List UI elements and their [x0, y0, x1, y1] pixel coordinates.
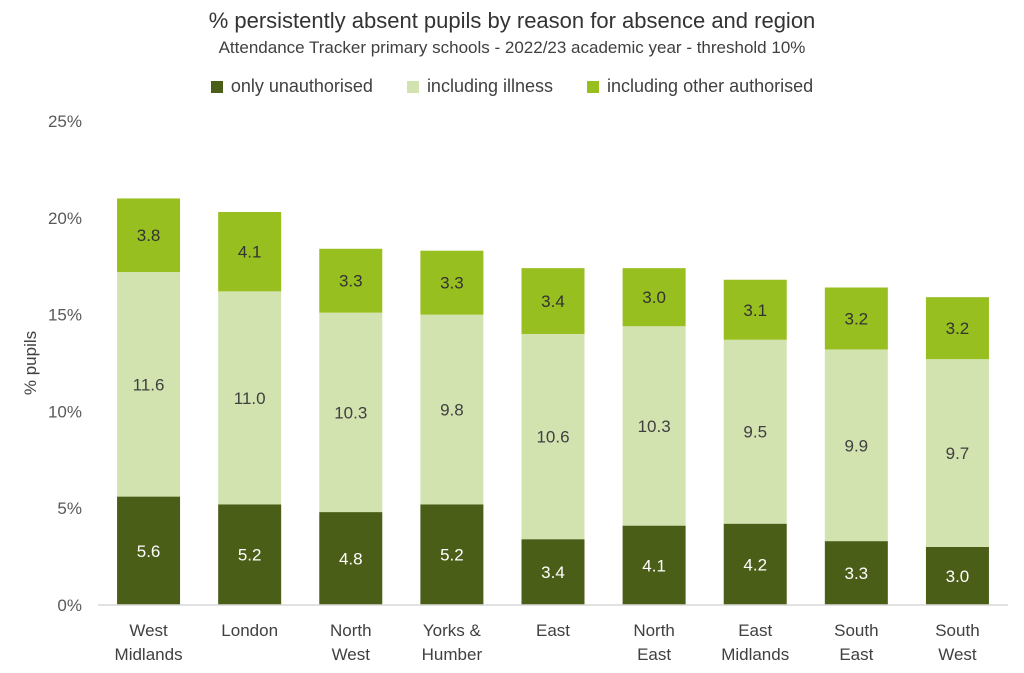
data-label: 3.0 — [642, 288, 666, 307]
x-tick-label: West — [332, 645, 371, 664]
bar-segment — [218, 504, 282, 605]
data-label: 9.8 — [440, 400, 464, 419]
bar-segment — [521, 539, 585, 605]
data-label: 5.6 — [137, 542, 161, 561]
chart-subtitle: Attendance Tracker primary schools - 202… — [218, 38, 806, 57]
bar-segment — [925, 359, 989, 547]
bar-segment — [723, 339, 787, 524]
data-label: 3.2 — [845, 309, 869, 328]
y-tick-label: 10% — [48, 402, 82, 421]
x-tick-label: London — [221, 621, 278, 640]
bar-segment — [723, 279, 787, 340]
data-label: 5.2 — [238, 546, 262, 565]
chart-legend: only unauthorised including illness incl… — [0, 76, 1024, 97]
x-tick-label: Midlands — [721, 645, 789, 664]
data-label: 3.4 — [541, 563, 565, 582]
bar-segment — [521, 268, 585, 334]
bar-segment — [319, 312, 383, 513]
bar-segment — [218, 211, 282, 292]
bar-segment — [420, 504, 484, 605]
legend-swatch-including-other-authorised — [587, 80, 600, 93]
data-label: 3.8 — [137, 226, 161, 245]
y-tick-label: 0% — [57, 596, 82, 615]
bar-segment — [824, 541, 888, 605]
y-tick-label: 15% — [48, 306, 82, 325]
x-tick-label: North — [330, 621, 372, 640]
data-label: 10.3 — [638, 417, 671, 436]
x-tick-label: North — [633, 621, 675, 640]
x-tick-label: East — [839, 645, 873, 664]
data-label: 9.5 — [743, 423, 767, 442]
data-label: 4.8 — [339, 550, 363, 569]
x-tick-label: Humber — [422, 645, 483, 664]
data-label: 3.0 — [946, 567, 970, 586]
data-label: 10.3 — [334, 403, 367, 422]
x-tick-label: East — [738, 621, 772, 640]
x-tick-label: South — [834, 621, 878, 640]
x-tick-label: South — [935, 621, 979, 640]
bar-segment — [420, 250, 484, 315]
bar-segment — [319, 248, 383, 313]
legend-swatch-including-illness — [406, 80, 419, 93]
chart-title: % persistently absent pupils by reason f… — [208, 8, 816, 33]
bar-segment — [117, 272, 181, 497]
data-label: 5.2 — [440, 546, 464, 565]
y-tick-label: 20% — [48, 209, 82, 228]
bar-segment — [117, 198, 181, 273]
x-tick-label: West — [129, 621, 168, 640]
y-tick-label: 5% — [57, 499, 82, 518]
x-tick-label: Midlands — [115, 645, 183, 664]
data-label: 3.3 — [440, 274, 464, 293]
data-label: 3.3 — [339, 272, 363, 291]
data-label: 3.1 — [743, 301, 767, 320]
bar-segment — [622, 326, 686, 526]
bar-segment — [723, 523, 787, 605]
data-label: 11.0 — [234, 389, 266, 408]
bar-segment — [925, 546, 989, 605]
x-tick-label: Yorks & — [423, 621, 482, 640]
bar-segment — [117, 496, 181, 605]
x-tick-label: East — [536, 621, 570, 640]
bar-segment — [521, 333, 585, 540]
data-label: 9.7 — [946, 444, 970, 463]
data-label: 11.6 — [133, 375, 165, 394]
data-label: 9.9 — [845, 436, 869, 455]
bar-segment — [622, 525, 686, 605]
legend-label-only-unauthorised: only unauthorised — [230, 76, 373, 96]
bar-segment — [925, 297, 989, 360]
bar-segment — [622, 268, 686, 327]
data-label: 4.1 — [642, 556, 666, 575]
legend-item-including-other-authorised: including other authorised — [587, 76, 813, 97]
y-axis-label: % pupils — [21, 331, 40, 395]
bar-segment — [218, 291, 282, 505]
legend-swatch-only-unauthorised — [210, 80, 223, 93]
data-label: 3.3 — [845, 564, 869, 583]
legend-label-including-other-authorised: including other authorised — [607, 76, 814, 96]
legend-item-including-illness: including illness — [406, 76, 554, 97]
bar-segment — [824, 349, 888, 542]
legend-label-including-illness: including illness — [426, 76, 554, 96]
legend-item-only-unauthorised: only unauthorised — [210, 76, 373, 97]
data-label: 4.2 — [743, 555, 767, 574]
bar-segment — [824, 287, 888, 350]
data-label: 4.1 — [238, 243, 262, 262]
data-label: 10.6 — [536, 428, 569, 447]
data-label: 3.2 — [946, 319, 970, 338]
bar-segment — [319, 512, 383, 605]
x-tick-label: West — [938, 645, 977, 664]
x-tick-label: East — [637, 645, 671, 664]
bar-segment — [420, 314, 484, 505]
data-label: 3.4 — [541, 292, 565, 311]
y-tick-label: 25% — [48, 112, 82, 131]
